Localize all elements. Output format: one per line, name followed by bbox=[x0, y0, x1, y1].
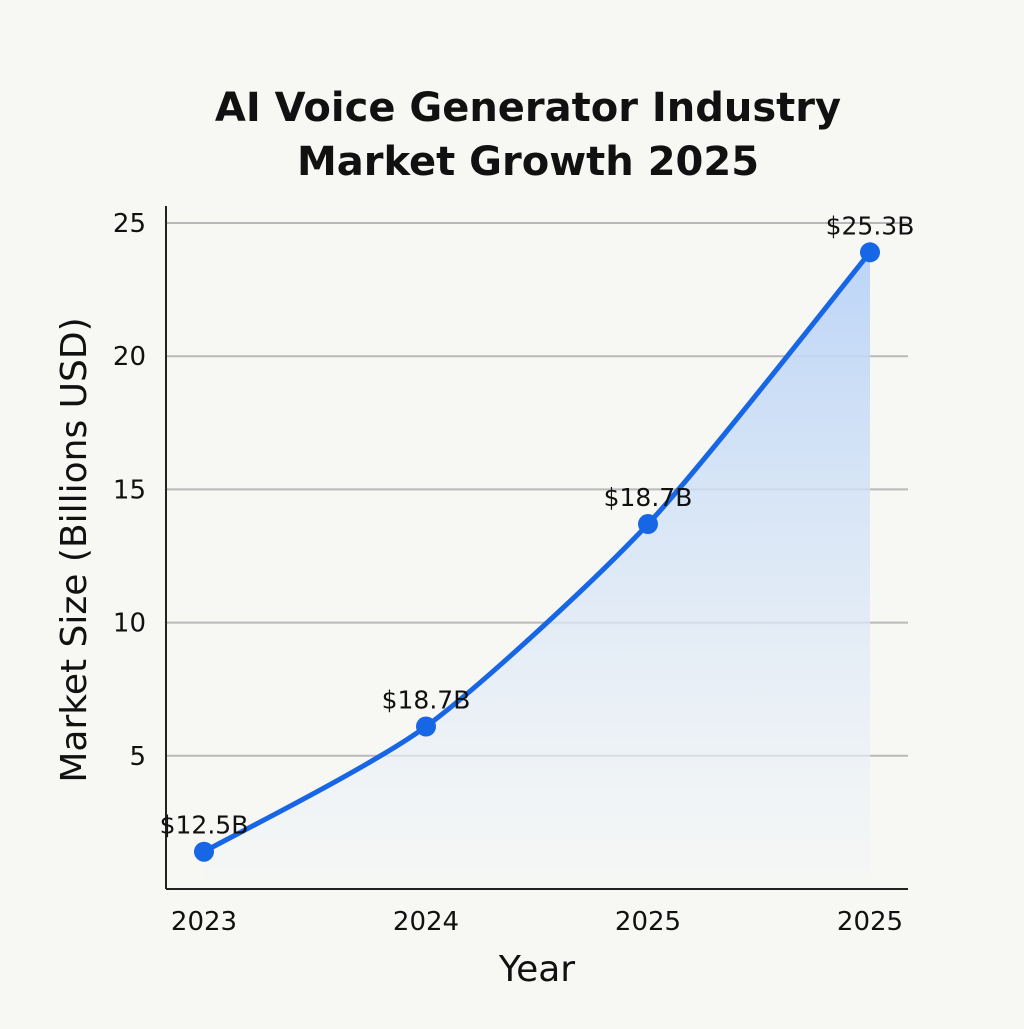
y-tick-label: 15 bbox=[113, 475, 146, 505]
axes bbox=[165, 206, 908, 890]
data-label: $12.5B bbox=[160, 811, 249, 840]
y-tick-labels: 5 10 15 20 25 bbox=[113, 209, 146, 772]
data-label: $18.7B bbox=[382, 685, 471, 714]
y-tick-label: 5 bbox=[129, 742, 146, 772]
area-fill-layer bbox=[204, 252, 870, 879]
data-label: $18.7B bbox=[604, 483, 693, 512]
y-tick-label: 10 bbox=[113, 609, 146, 639]
data-point bbox=[416, 716, 436, 737]
data-labels: $12.5B $18.7B $18.7B $25.3B bbox=[160, 211, 915, 839]
data-points bbox=[194, 242, 880, 862]
x-tick-label: 2025 bbox=[615, 907, 681, 937]
x-axis-title: Year bbox=[498, 949, 575, 990]
series-line-layer bbox=[201, 249, 873, 855]
series-line bbox=[201, 249, 873, 855]
x-tick-label: 2024 bbox=[393, 907, 459, 937]
y-tick-label: 25 bbox=[113, 209, 146, 239]
x-tick-labels: 2023 2024 2025 2025 bbox=[171, 907, 903, 937]
x-tick-label: 2025 bbox=[837, 907, 903, 937]
area-fill bbox=[204, 252, 870, 879]
chart-title-line-2: Market Growth 2025 bbox=[297, 139, 759, 185]
y-axis-title: Market Size (Billions USD) bbox=[54, 317, 95, 782]
x-tick-label: 2023 bbox=[171, 907, 237, 937]
data-label: $25.3B bbox=[826, 211, 915, 240]
y-tick-label: 20 bbox=[113, 342, 146, 372]
chart-title-line-1: AI Voice Generator Industry bbox=[215, 85, 841, 131]
data-point bbox=[194, 841, 214, 862]
data-point bbox=[638, 514, 658, 535]
data-point bbox=[860, 242, 880, 263]
